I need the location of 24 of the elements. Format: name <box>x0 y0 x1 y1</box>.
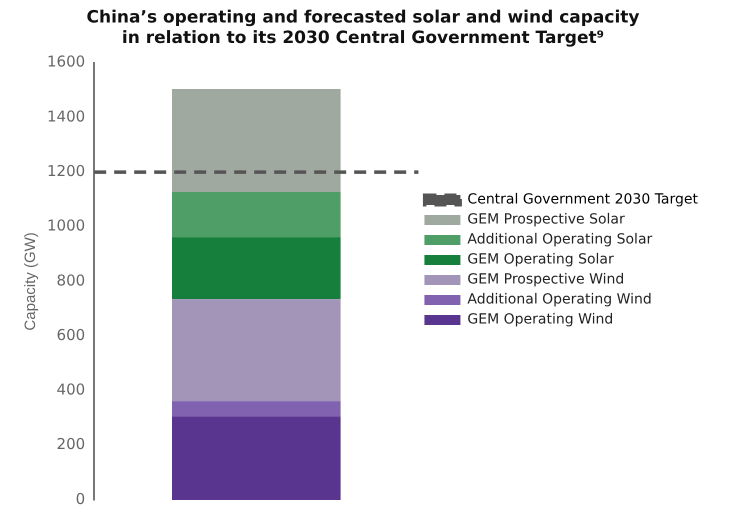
legend-label: Additional Operating Wind <box>467 292 652 308</box>
y-tick-label: 1000 <box>46 216 86 235</box>
y-tick-label: 0 <box>76 490 86 508</box>
legend-label: GEM Prospective Solar <box>467 212 625 228</box>
y-tick-label: 1200 <box>46 162 86 180</box>
legend-label: Additional Operating Solar <box>467 232 653 248</box>
y-tick-label: 1600 <box>46 52 86 71</box>
y-tick-label: 600 <box>56 326 86 344</box>
y-axis-title: Capacity (GW) <box>22 232 40 331</box>
bar <box>172 416 341 500</box>
legend-label: GEM Operating Wind <box>467 312 614 328</box>
chart-title: China’s operating and forecasted solar and wind capacity in relation to its 2030 Central Government Target⁹ <box>86 8 640 48</box>
legend-label: Central Government 2030 Target <box>467 192 699 208</box>
bar <box>172 401 341 416</box>
bar <box>172 299 341 402</box>
legend-label: GEM Prospective Wind <box>467 272 624 288</box>
y-tick-label: 200 <box>56 435 86 454</box>
y-tick-label: 400 <box>56 380 86 399</box>
bar <box>172 89 341 192</box>
bar <box>172 192 341 238</box>
legend-label: GEM Operating Solar <box>467 252 614 268</box>
y-tick-label: 1400 <box>46 107 86 126</box>
y-tick-label: 800 <box>56 271 86 290</box>
bar <box>172 237 341 300</box>
